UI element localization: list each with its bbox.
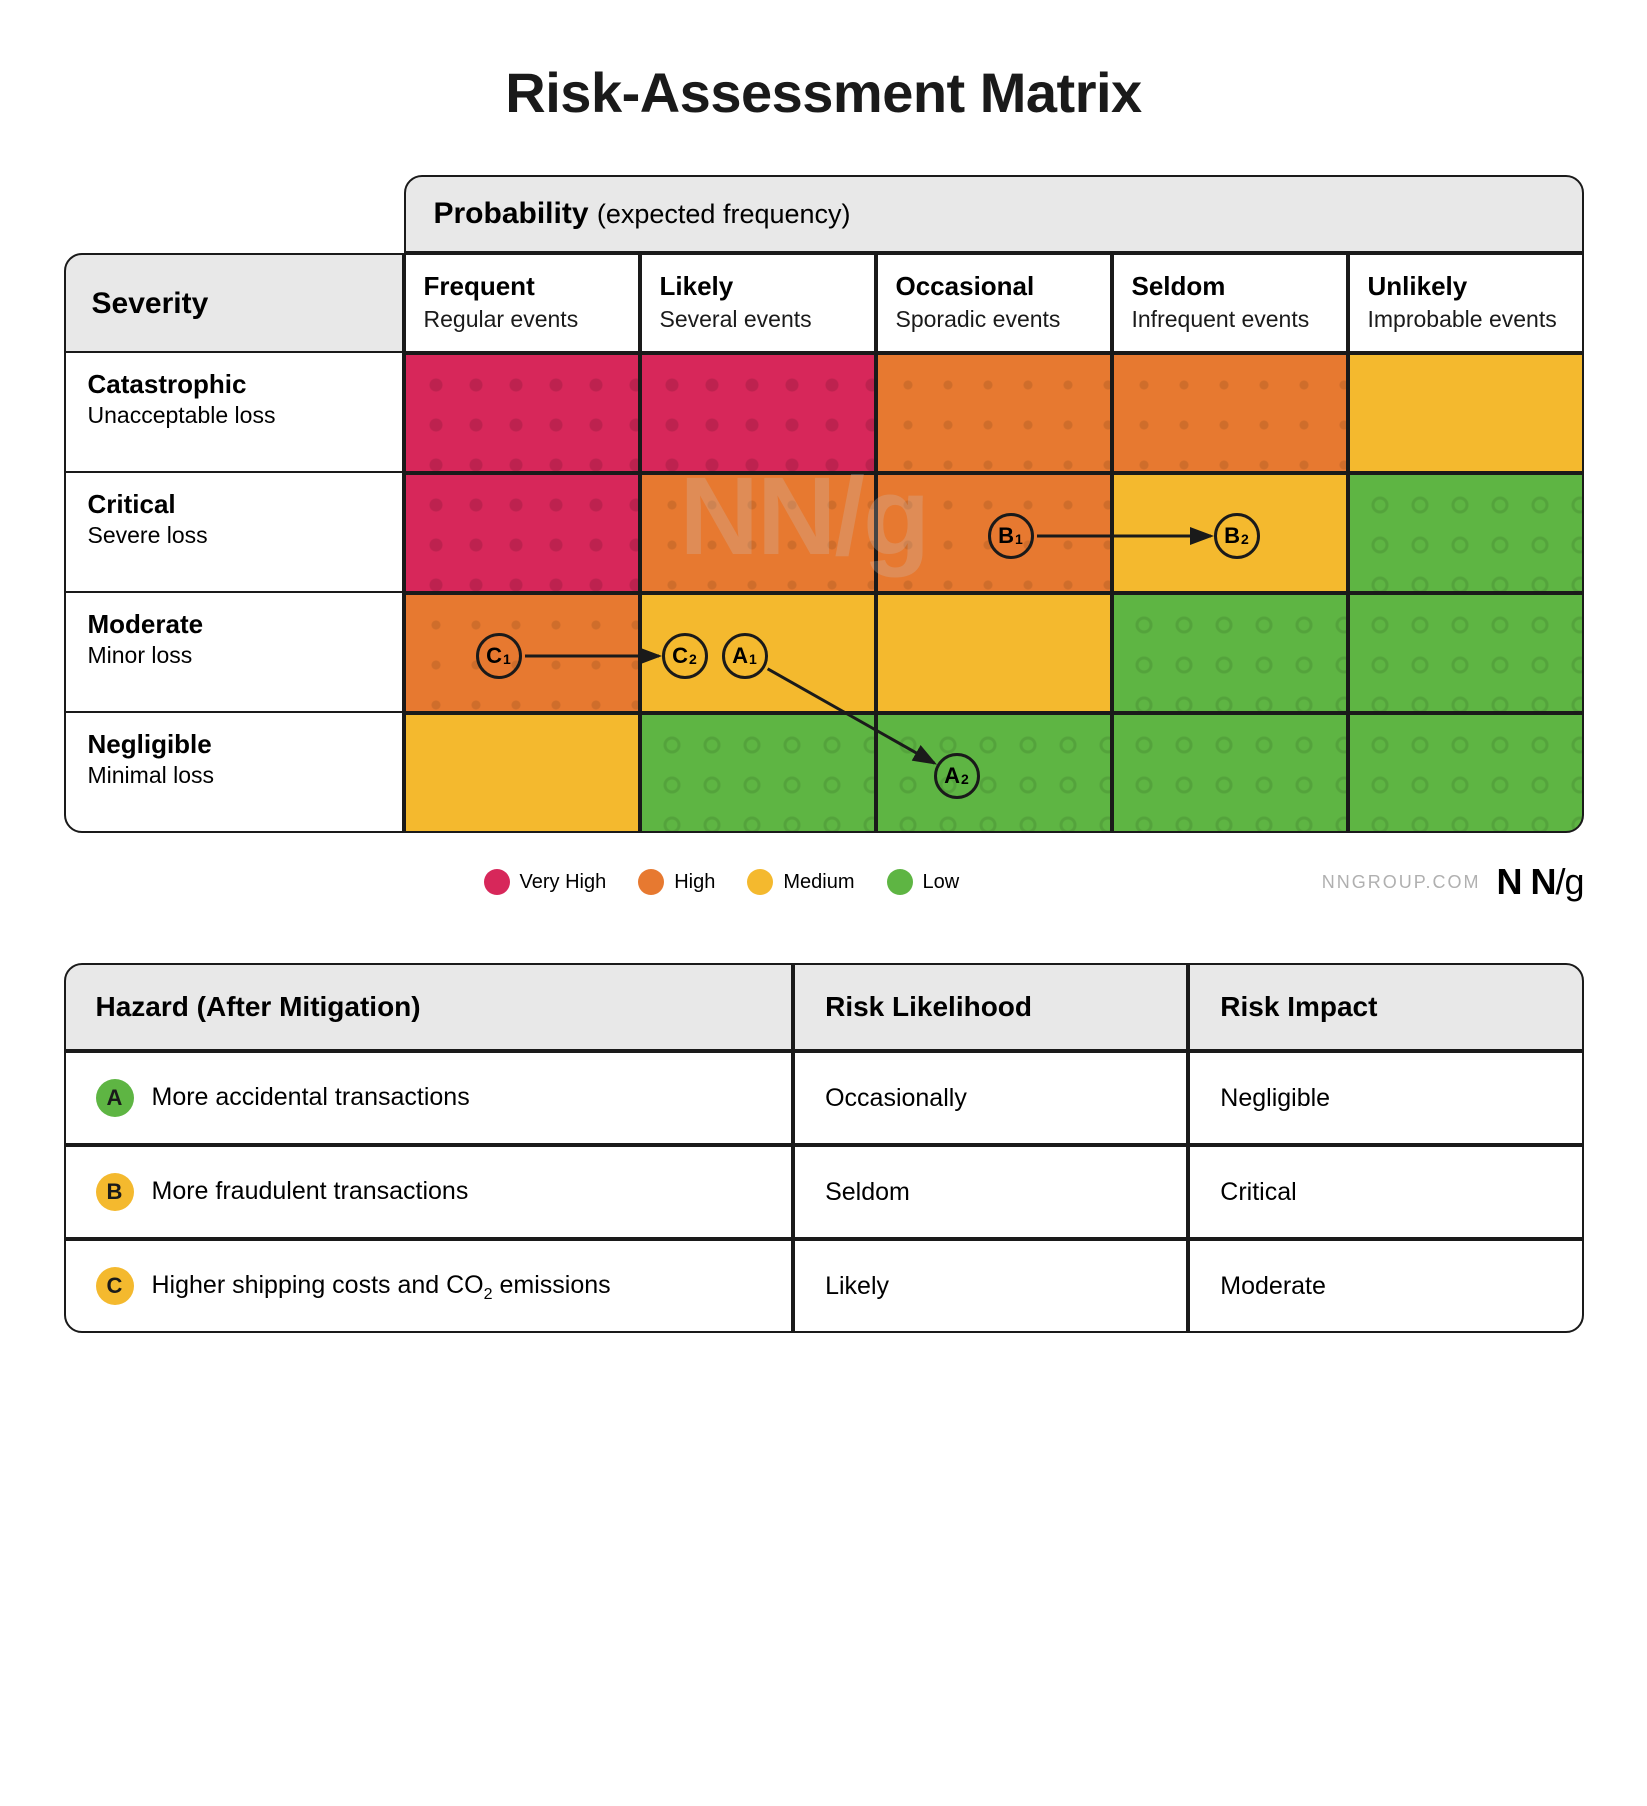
legend-item-0: Very High bbox=[484, 869, 607, 895]
cell-r1-c4 bbox=[1348, 473, 1584, 593]
cell-r3-c3 bbox=[1112, 713, 1348, 833]
marker-A2: A2 bbox=[934, 753, 980, 799]
hazard-likelihood-C: Likely bbox=[793, 1239, 1188, 1333]
probability-header: Probability (expected frequency) bbox=[404, 175, 1584, 253]
severity-row-1: CriticalSevere loss bbox=[64, 471, 404, 595]
cell-r0-c1 bbox=[640, 353, 876, 473]
cell-r2-c2 bbox=[876, 593, 1112, 713]
cell-r0-c3 bbox=[1112, 353, 1348, 473]
severity-header: Severity bbox=[144, 253, 404, 353]
cell-r2-c4 bbox=[1348, 593, 1584, 713]
hazard-desc-B: More fraudulent transactions bbox=[152, 1177, 469, 1205]
cell-r1-c2: B1 bbox=[876, 473, 1112, 593]
hazard-table: Hazard (After Mitigation)Risk Likelihood… bbox=[64, 963, 1584, 1333]
cell-r3-c1 bbox=[640, 713, 876, 833]
marker-A1: A1 bbox=[722, 633, 768, 679]
probability-col-4: UnlikelyImprobable events bbox=[1348, 253, 1584, 353]
legend-item-1: High bbox=[638, 869, 715, 895]
marker-C1: C1 bbox=[476, 633, 522, 679]
hazard-likelihood-A: Occasionally bbox=[793, 1051, 1188, 1145]
cell-r0-c4 bbox=[1348, 353, 1584, 473]
hazard-impact-B: Critical bbox=[1188, 1145, 1583, 1239]
cell-r3-c0 bbox=[404, 713, 640, 833]
marker-C2: C2 bbox=[662, 633, 708, 679]
cell-r3-c2: A2 bbox=[876, 713, 1112, 833]
hazard-row-B: B More fraudulent transactions SeldomCriti… bbox=[64, 1145, 1584, 1239]
legend: Very High High Medium Low NNGROUP.COMN N/g bbox=[484, 861, 1584, 903]
severity-row-2: ModerateMinor loss bbox=[64, 591, 404, 715]
cell-r0-c2 bbox=[876, 353, 1112, 473]
hazard-impact-C: Moderate bbox=[1188, 1239, 1583, 1333]
legend-item-3: Low bbox=[887, 869, 960, 895]
hazard-row-C: C Higher shipping costs and CO2 emissions… bbox=[64, 1239, 1584, 1333]
cell-r3-c4 bbox=[1348, 713, 1584, 833]
hazard-impact-A: Negligible bbox=[1188, 1051, 1583, 1145]
cell-r0-c0 bbox=[404, 353, 640, 473]
hazard-header-0: Hazard (After Mitigation) bbox=[64, 963, 794, 1051]
cell-r2-c1: C2 A1 bbox=[640, 593, 876, 713]
probability-col-0: FrequentRegular events bbox=[404, 253, 640, 353]
cell-r1-c1 bbox=[640, 473, 876, 593]
page-title: Risk-Assessment Matrix bbox=[50, 60, 1597, 125]
cell-r2-c3 bbox=[1112, 593, 1348, 713]
hazard-header-1: Risk Likelihood bbox=[793, 963, 1188, 1051]
probability-col-2: OccasionalSporadic events bbox=[876, 253, 1112, 353]
hazard-row-A: A More accidental transactions Occasionall… bbox=[64, 1051, 1584, 1145]
marker-B1: B1 bbox=[988, 513, 1034, 559]
hazard-desc-C: Higher shipping costs and CO2 emissions bbox=[152, 1271, 611, 1299]
matrix-container: Probability (expected frequency)Severity… bbox=[64, 175, 1584, 903]
hazard-badge-A: A bbox=[96, 1079, 134, 1117]
cell-r1-c0 bbox=[404, 473, 640, 593]
risk-matrix-table: Probability (expected frequency)Severity… bbox=[144, 175, 1584, 833]
severity-row-3: NegligibleMinimal loss bbox=[64, 711, 404, 833]
severity-row-0: CatastrophicUnacceptable loss bbox=[64, 351, 404, 475]
hazard-likelihood-B: Seldom bbox=[793, 1145, 1188, 1239]
probability-col-1: LikelySeveral events bbox=[640, 253, 876, 353]
legend-item-2: Medium bbox=[747, 869, 854, 895]
cell-r1-c3: B2 bbox=[1112, 473, 1348, 593]
brand: NNGROUP.COMN N/g bbox=[1322, 861, 1584, 903]
cell-r2-c0: C1 bbox=[404, 593, 640, 713]
probability-col-3: SeldomInfrequent events bbox=[1112, 253, 1348, 353]
hazard-badge-C: C bbox=[96, 1267, 134, 1305]
severity-header-box: Severity bbox=[64, 253, 404, 355]
hazard-header-2: Risk Impact bbox=[1188, 963, 1583, 1051]
hazard-badge-B: B bbox=[96, 1173, 134, 1211]
hazard-desc-A: More accidental transactions bbox=[152, 1083, 470, 1111]
marker-B2: B2 bbox=[1214, 513, 1260, 559]
